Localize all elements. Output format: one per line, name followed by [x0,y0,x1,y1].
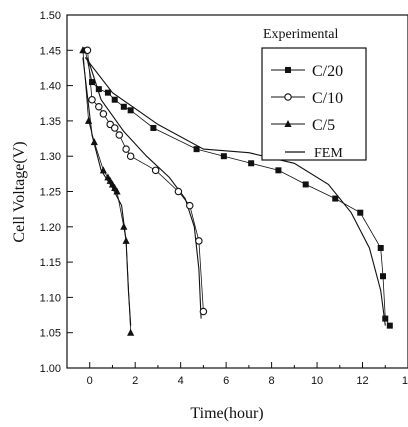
point-c20 [382,315,389,322]
y-tick-label: 1.00 [40,363,61,375]
point-c10 [174,187,183,196]
point-c20 [193,146,200,153]
x-tick-label: 8 [269,375,275,387]
point-c5 [99,166,107,174]
y-axis-title: Cell Voltage(V) [11,141,28,242]
point-c10 [199,307,208,316]
point-c10 [115,131,124,139]
x-tick-label: 4 [178,375,184,387]
y-tick-label: 1.45 [40,45,61,57]
point-c10 [95,103,103,111]
legend-label-c5: C/5 [312,117,335,134]
point-c20 [357,209,364,216]
point-c20 [275,167,282,174]
x-tick-label: 12 [356,375,368,387]
point-c5 [79,46,87,54]
tick-labels: 0 2 4 6 8 10 12 14 1.00 1.05 1.10 1.15 1.20 1.25 1.30 1… [40,10,408,387]
point-c20 [377,244,384,251]
x-tick-label: 2 [132,375,138,387]
point-c20 [127,107,134,114]
point-c10 [110,124,119,132]
legend-label-c20: C/20 [312,63,343,80]
point-c5 [113,187,121,195]
legend: Experimental C/20 C/10 C/5 FEM [261,27,367,161]
data-points [79,46,393,336]
fem-line-c10 [86,57,202,319]
y-tick-label: 1.50 [40,10,61,22]
point-c10 [88,95,96,104]
x-tick-label: 14 [402,375,408,387]
legend-entries: C/20 C/10 C/5 [271,63,343,134]
legend-marker-c20 [285,67,291,73]
axis-ticks [67,14,408,369]
point-c20 [302,181,309,188]
point-c20 [379,273,386,280]
data-line-c10 [87,50,204,312]
point-c10 [126,152,135,160]
point-c20 [386,322,393,329]
point-c5 [90,138,98,146]
fem-line-c20 [84,57,386,326]
y-tick-label: 1.40 [40,81,61,93]
point-c10 [151,166,160,175]
point-c20 [150,124,157,131]
legend-title: Experimental [263,27,339,42]
legend-marker-c5 [284,120,292,127]
point-c10 [122,145,130,153]
point-c10 [186,201,194,210]
point-c20 [104,89,111,96]
point-c20 [95,86,102,93]
y-tick-label: 1.15 [40,257,61,269]
legend-fem-label: FEM [314,146,343,161]
x-tick-label: 0 [87,375,93,387]
point-c5 [84,116,93,124]
x-axis-title: Time(hour) [190,405,263,422]
point-c20 [332,195,339,202]
point-c5 [127,328,135,336]
x-tick-label: 6 [223,375,229,387]
x-tick-label: 10 [311,375,323,387]
y-tick-label: 1.05 [40,328,61,340]
point-c5 [122,236,130,244]
point-c20 [111,96,118,103]
legend-label-c10: C/10 [312,90,343,107]
y-tick-label: 1.20 [40,222,61,234]
point-c20 [248,160,255,167]
legend-box [261,47,367,161]
point-c5 [120,222,128,230]
y-tick-label: 1.10 [40,292,61,304]
y-tick-label: 1.35 [40,116,61,128]
y-tick-label: 1.30 [40,151,61,163]
point-c20 [120,103,127,110]
point-c20 [220,153,227,160]
point-c10 [195,237,203,245]
point-c20 [89,79,96,86]
y-tick-label: 1.25 [40,187,61,199]
legend-marker-c10 [284,93,292,101]
point-c10 [99,110,108,118]
